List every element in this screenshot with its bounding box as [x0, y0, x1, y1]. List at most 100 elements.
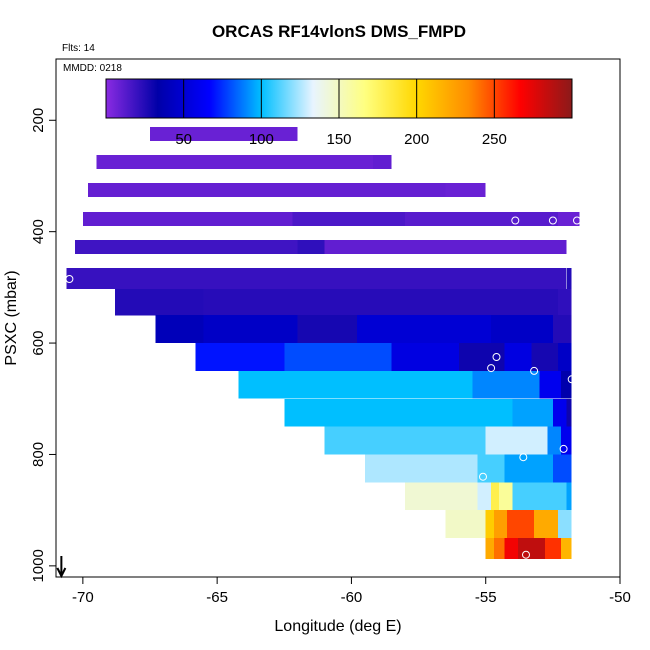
heatmap-cell — [356, 315, 492, 343]
y-tick-label: 800 — [30, 442, 47, 467]
data-point — [519, 453, 528, 462]
heatmap-cell — [504, 454, 553, 483]
heatmap-cell — [203, 315, 298, 343]
heatmap-cell — [485, 426, 548, 455]
data-point — [511, 216, 520, 225]
heatmap-cell — [560, 426, 572, 455]
colorbar-tick-label: 200 — [404, 131, 429, 148]
date-label: MMDD: 0218 — [63, 63, 122, 74]
heatmap-cell — [531, 343, 559, 371]
heatmap-cell — [150, 127, 298, 142]
heatmap-cell — [504, 538, 518, 559]
heatmap-cells — [66, 99, 580, 559]
heatmap-cell — [292, 212, 406, 227]
heatmap-cell — [297, 315, 357, 343]
plot-frame — [55, 58, 621, 578]
data-point — [487, 364, 496, 373]
colorbar: 50 100 150 200 250 — [105, 78, 573, 148]
heatmap-cell — [560, 538, 572, 559]
heatmap-cell — [566, 482, 572, 511]
heatmap-cell — [547, 426, 561, 455]
heatmap-cell — [284, 343, 392, 371]
heatmap-cell — [499, 482, 513, 511]
heatmap-cell — [504, 343, 532, 371]
y-axis: 200 400 600 800 1000 — [30, 108, 56, 583]
heatmap-cell — [391, 343, 459, 371]
flights-label: Flts: 14 — [62, 43, 95, 54]
heatmap-cell — [552, 398, 567, 427]
heatmap-cell — [544, 538, 561, 559]
heatmap-cell — [284, 398, 513, 427]
heatmap-cell — [405, 482, 478, 511]
heatmap-cell — [485, 510, 494, 538]
heatmap-cell — [566, 267, 572, 289]
heatmap-cell — [445, 510, 486, 538]
heatmap-cell — [238, 370, 473, 399]
chart-title: ORCAS RF14vlonS DMS_FMPD — [212, 22, 466, 41]
heatmap-cell — [507, 510, 535, 538]
heatmap-cell — [566, 398, 572, 427]
heatmap-cell — [82, 212, 293, 227]
heatmap-cell — [512, 482, 567, 511]
data-point — [567, 375, 576, 384]
data-point — [522, 550, 530, 559]
x-tick-label: -55 — [475, 589, 497, 606]
observation-points — [65, 102, 581, 559]
heatmap-cell — [552, 315, 572, 343]
heatmap-cell — [115, 288, 204, 316]
heatmap-cell — [493, 510, 508, 538]
heatmap-cell — [372, 155, 392, 169]
data-point — [559, 444, 568, 453]
data-point — [65, 275, 74, 283]
heatmap-cell — [324, 240, 567, 254]
x-tick-label: -65 — [206, 589, 228, 606]
heatmap-cell — [66, 267, 567, 289]
heatmap-cell — [472, 370, 540, 399]
heatmap-cell — [491, 315, 553, 343]
data-point — [479, 472, 487, 481]
heatmap-cell — [539, 370, 561, 399]
x-axis: -70 -65 -60 -55 -50 — [72, 577, 631, 606]
colorbar-tick-label: 250 — [482, 131, 507, 148]
heatmap-cell — [477, 454, 505, 483]
heatmap-cell — [552, 454, 572, 483]
heatmap-cell — [405, 212, 559, 227]
x-tick-label: -60 — [341, 589, 363, 606]
heatmap-cell — [558, 510, 572, 538]
data-point — [573, 216, 581, 225]
heatmap-cell — [534, 510, 559, 538]
heatmap-cell — [203, 288, 559, 316]
down-arrow-icon — [56, 556, 67, 579]
y-tick-label: 600 — [30, 331, 47, 356]
data-point — [492, 353, 501, 361]
heatmap-cell — [485, 538, 494, 559]
y-tick-label: 200 — [30, 108, 47, 133]
heatmap-cell — [560, 370, 572, 399]
heatmap-cell — [88, 182, 486, 197]
heatmap-cell — [491, 482, 500, 511]
y-tick-label: 1000 — [30, 549, 47, 582]
heatmap-cell — [364, 454, 478, 483]
heatmap-cell — [324, 426, 486, 455]
heatmap-cell — [512, 398, 553, 427]
heatmap-cell — [493, 538, 505, 559]
heatmap-cell — [458, 343, 505, 371]
heatmap-cell — [297, 240, 325, 254]
heatmap-cell — [558, 343, 572, 371]
y-axis-label: PSXC (mbar) — [3, 270, 20, 365]
colorbar-tick-label: 50 — [175, 131, 192, 148]
x-tick-label: -70 — [72, 589, 94, 606]
heatmap-cell — [155, 315, 204, 343]
heatmap-cell — [74, 240, 298, 254]
colorbar-tick-label: 150 — [326, 131, 351, 148]
y-tick-label: 400 — [30, 219, 47, 244]
x-tick-label: -50 — [609, 589, 631, 606]
data-point — [530, 366, 539, 375]
data-point — [449, 199, 458, 208]
data-point — [92, 172, 101, 180]
heatmap-cell — [445, 182, 486, 197]
heatmap-cell — [96, 155, 392, 169]
heatmap-cell — [558, 288, 572, 316]
heatmap-cell — [195, 343, 285, 371]
